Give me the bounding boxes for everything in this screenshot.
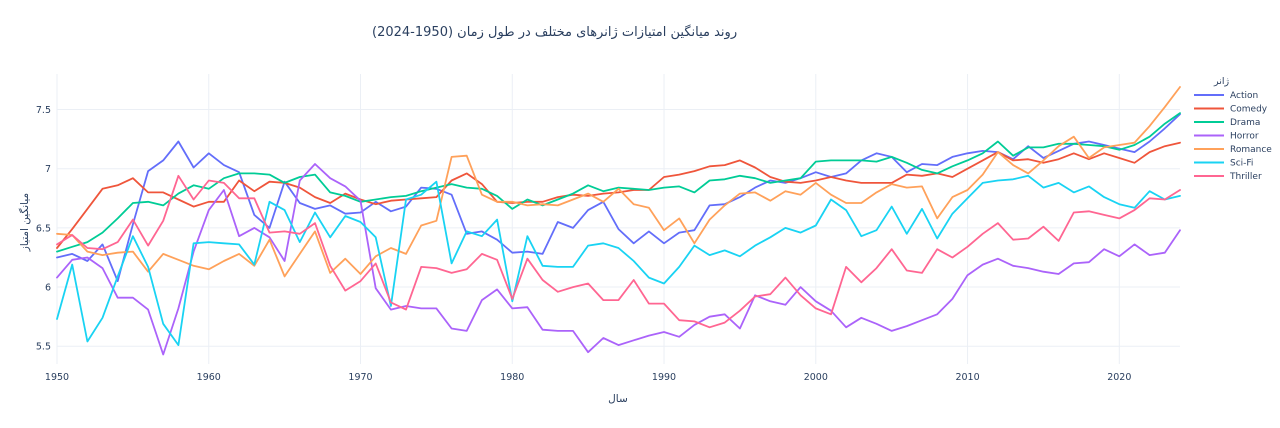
series-line-drama bbox=[56, 112, 1181, 253]
x-axis-ticks: 1950 1960 1970 1980 1990 2000 2010 2020 bbox=[45, 372, 1131, 383]
legend-item-action[interactable]: Action bbox=[1194, 91, 1258, 101]
x-axis-label: سال bbox=[608, 393, 628, 405]
legend-item-horror[interactable]: Horror bbox=[1194, 132, 1259, 142]
legend-label: Drama bbox=[1230, 118, 1260, 128]
legend-label: Sci-Fi bbox=[1230, 159, 1253, 169]
legend-label: Horror bbox=[1230, 132, 1259, 142]
legend-label: Thriller bbox=[1229, 172, 1262, 182]
series-line-sci-fi bbox=[56, 174, 1181, 347]
series-line-thriller bbox=[56, 174, 1181, 329]
y-tick-label: 7 bbox=[45, 164, 51, 175]
y-tick-label: 5.5 bbox=[36, 342, 51, 353]
series-line-horror bbox=[56, 163, 1181, 356]
x-tick-label: 1990 bbox=[652, 372, 676, 383]
x-tick-label: 1960 bbox=[197, 372, 221, 383]
chart-title: روند میانگین امتیازات ژانرهای مختلف در ط… bbox=[372, 24, 737, 40]
series-line-romance bbox=[56, 86, 1181, 278]
y-tick-label: 7.5 bbox=[36, 105, 51, 116]
x-tick-label: 1970 bbox=[348, 372, 372, 383]
legend-item-romance[interactable]: Romance bbox=[1194, 145, 1272, 155]
x-tick-label: 2020 bbox=[1107, 372, 1131, 383]
grid-lines bbox=[56, 74, 1180, 364]
x-tick-label: 2000 bbox=[804, 372, 828, 383]
y-tick-label: 6 bbox=[45, 283, 51, 294]
legend-items: Action Comedy Drama Horror Romance Sci-Fi Thri… bbox=[1194, 91, 1272, 182]
legend: ژانر Action Comedy Drama Horror Romance Sci-F… bbox=[1194, 76, 1272, 182]
y-tick-label: 6.5 bbox=[36, 223, 51, 234]
x-tick-label: 2010 bbox=[955, 372, 979, 383]
legend-title: ژانر bbox=[1213, 76, 1230, 87]
legend-item-drama[interactable]: Drama bbox=[1194, 118, 1260, 128]
y-axis-label: میانگین امتیاز bbox=[18, 193, 31, 252]
legend-item-thriller[interactable]: Thriller bbox=[1194, 172, 1262, 182]
x-tick-label: 1980 bbox=[500, 372, 524, 383]
legend-item-comedy[interactable]: Comedy bbox=[1194, 105, 1268, 115]
y-axis-ticks: 5.5 6 6.5 7 7.5 bbox=[36, 105, 51, 353]
series-lines bbox=[56, 86, 1181, 356]
series-line-comedy bbox=[56, 141, 1181, 249]
legend-label: Romance bbox=[1230, 145, 1272, 155]
series-line-action bbox=[56, 113, 1181, 283]
legend-label: Action bbox=[1230, 91, 1258, 101]
x-tick-label: 1950 bbox=[45, 372, 69, 383]
legend-label: Comedy bbox=[1230, 105, 1268, 115]
legend-item-sci-fi[interactable]: Sci-Fi bbox=[1194, 159, 1253, 169]
